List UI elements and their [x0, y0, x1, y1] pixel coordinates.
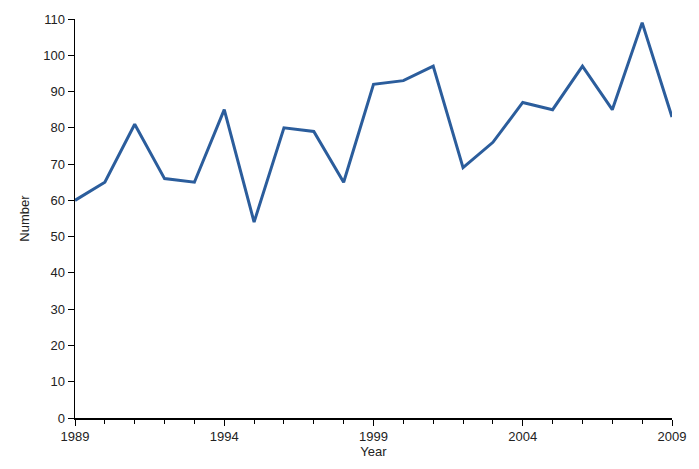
svg-text:Number: Number	[17, 195, 32, 242]
svg-text:70: 70	[50, 157, 64, 172]
svg-text:60: 60	[50, 193, 64, 208]
svg-text:20: 20	[50, 338, 64, 353]
svg-text:40: 40	[50, 265, 64, 280]
svg-text:0: 0	[58, 411, 65, 426]
svg-text:2009: 2009	[658, 429, 687, 444]
svg-text:1994: 1994	[210, 429, 239, 444]
svg-text:80: 80	[50, 120, 64, 135]
svg-text:2004: 2004	[508, 429, 537, 444]
svg-text:Year: Year	[360, 444, 387, 459]
svg-text:1989: 1989	[61, 429, 90, 444]
svg-text:50: 50	[50, 229, 64, 244]
svg-text:1999: 1999	[359, 429, 388, 444]
svg-text:100: 100	[43, 48, 65, 63]
svg-text:110: 110	[44, 12, 65, 27]
svg-text:10: 10	[50, 374, 64, 389]
svg-text:30: 30	[50, 302, 64, 317]
svg-text:90: 90	[50, 84, 64, 99]
